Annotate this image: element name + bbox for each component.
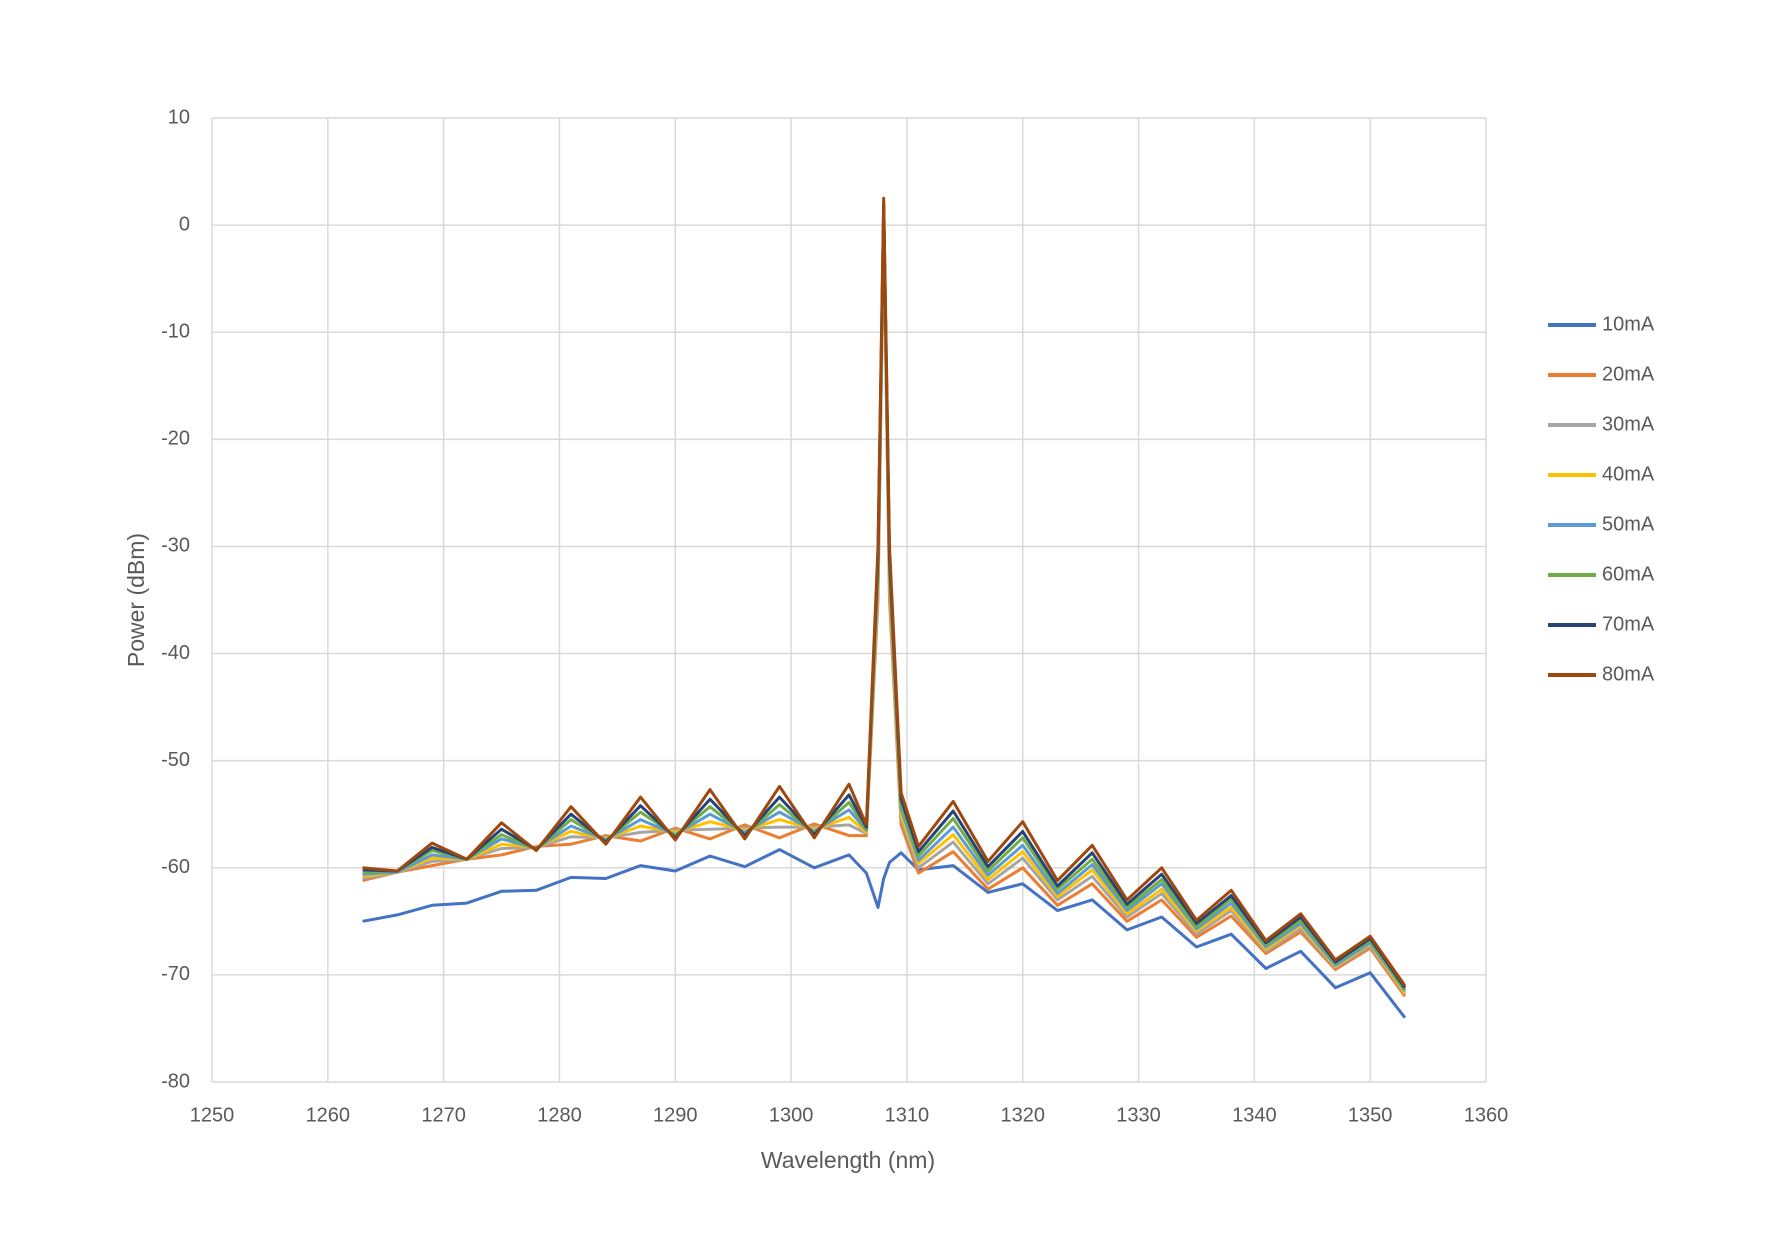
x-tick-label: 1290: [653, 1104, 698, 1126]
x-tick-label: 1270: [421, 1104, 466, 1126]
y-axis-title: Power (dBm): [123, 533, 149, 667]
legend-label: 50mA: [1602, 513, 1655, 535]
legend-label: 30mA: [1602, 413, 1655, 435]
y-tick-label: -40: [161, 642, 190, 664]
x-tick-label: 1340: [1232, 1104, 1277, 1126]
legend-label: 70mA: [1602, 613, 1655, 635]
x-tick-label: 1350: [1348, 1104, 1393, 1126]
y-tick-label: -60: [161, 856, 190, 878]
y-tick-label: -10: [161, 321, 190, 343]
y-tick-label: -80: [161, 1070, 190, 1092]
legend-label: 80mA: [1602, 663, 1655, 685]
y-tick-label: 10: [168, 106, 190, 128]
x-tick-label: 1310: [885, 1104, 930, 1126]
series-line: [362, 848, 1407, 1019]
y-tick-label: -20: [161, 428, 190, 450]
x-axis-title: Wavelength (nm): [761, 1147, 935, 1173]
x-tick-label: 1320: [1000, 1104, 1045, 1126]
x-tick-label: 1280: [537, 1104, 582, 1126]
legend-label: 40mA: [1602, 463, 1655, 485]
x-tick-label: 1330: [1116, 1104, 1161, 1126]
x-tick-label: 1250: [190, 1104, 235, 1126]
y-tick-label: -70: [161, 963, 190, 985]
y-tick-label: -30: [161, 535, 190, 557]
x-tick-label: 1360: [1464, 1104, 1509, 1126]
series-line: [362, 196, 1407, 987]
x-tick-label: 1260: [306, 1104, 351, 1126]
legend-label: 10mA: [1602, 313, 1655, 335]
x-tick-label: 1300: [769, 1104, 814, 1126]
y-tick-label: 0: [179, 213, 190, 235]
y-tick-label: -50: [161, 749, 190, 771]
legend-label: 20mA: [1602, 363, 1655, 385]
legend-label: 60mA: [1602, 563, 1655, 585]
